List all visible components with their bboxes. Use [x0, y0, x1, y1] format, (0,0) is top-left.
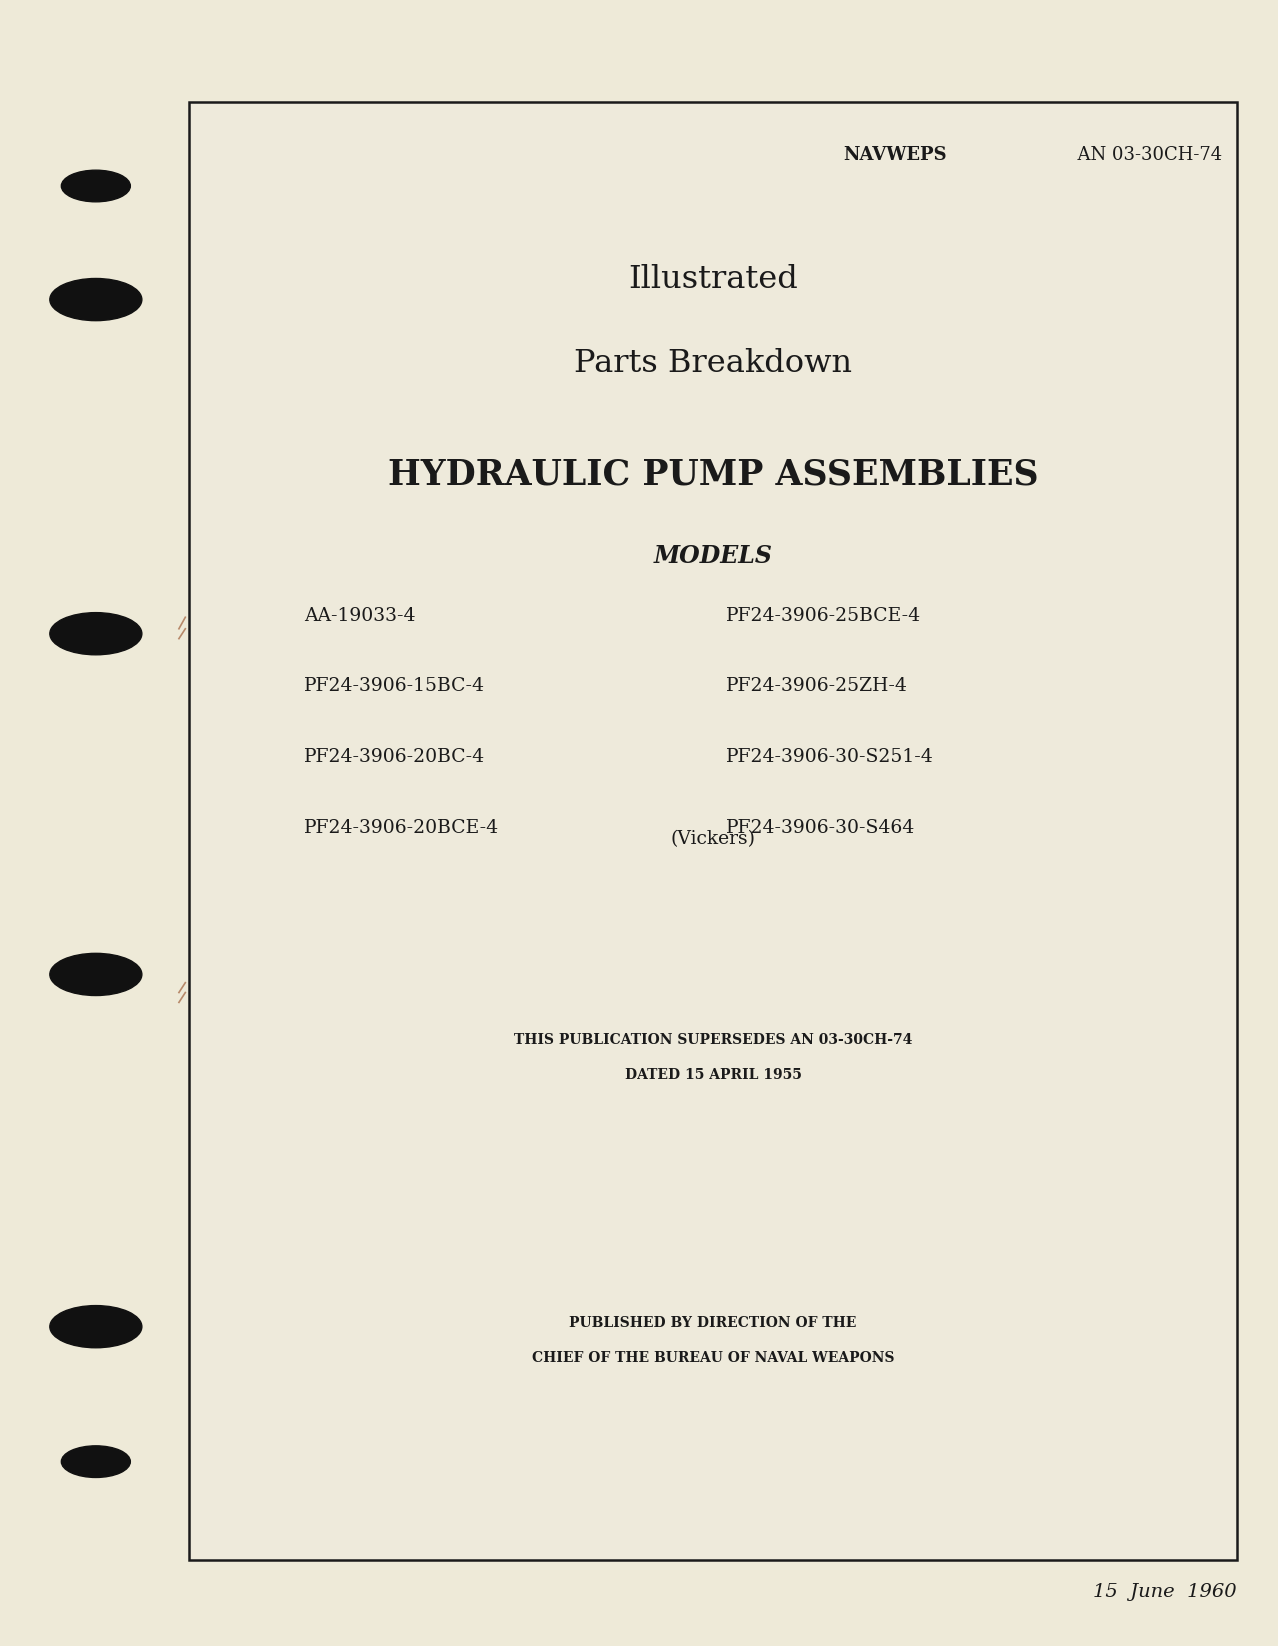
Text: PF24-3906-25ZH-4: PF24-3906-25ZH-4: [726, 678, 907, 695]
Text: PF24-3906-20BC-4: PF24-3906-20BC-4: [304, 749, 486, 765]
Ellipse shape: [61, 170, 130, 202]
Text: Parts Breakdown: Parts Breakdown: [574, 349, 852, 379]
Text: DATED 15 APRIL 1955: DATED 15 APRIL 1955: [625, 1068, 801, 1081]
Ellipse shape: [61, 1445, 130, 1478]
Text: NAVWEPS: NAVWEPS: [843, 146, 947, 163]
Text: MODELS: MODELS: [653, 545, 773, 568]
Ellipse shape: [50, 278, 142, 321]
Text: HYDRAULIC PUMP ASSEMBLIES: HYDRAULIC PUMP ASSEMBLIES: [387, 458, 1039, 491]
Text: PF24-3906-30-S251-4: PF24-3906-30-S251-4: [726, 749, 934, 765]
Bar: [189, 102, 1237, 1560]
Text: PF24-3906-15BC-4: PF24-3906-15BC-4: [304, 678, 486, 695]
Text: PF24-3906-20BCE-4: PF24-3906-20BCE-4: [304, 820, 500, 836]
Ellipse shape: [50, 953, 142, 996]
Ellipse shape: [50, 1305, 142, 1348]
Text: PF24-3906-25BCE-4: PF24-3906-25BCE-4: [726, 607, 921, 624]
Text: PUBLISHED BY DIRECTION OF THE: PUBLISHED BY DIRECTION OF THE: [570, 1317, 856, 1330]
Text: CHIEF OF THE BUREAU OF NAVAL WEAPONS: CHIEF OF THE BUREAU OF NAVAL WEAPONS: [532, 1351, 895, 1365]
Text: Illustrated: Illustrated: [629, 265, 797, 295]
Text: 15  June  1960: 15 June 1960: [1094, 1583, 1237, 1600]
Text: PF24-3906-30-S464: PF24-3906-30-S464: [726, 820, 915, 836]
Ellipse shape: [50, 612, 142, 655]
Text: AN 03-30CH-74: AN 03-30CH-74: [1066, 146, 1222, 163]
Text: THIS PUBLICATION SUPERSEDES AN 03-30CH-74: THIS PUBLICATION SUPERSEDES AN 03-30CH-7…: [514, 1034, 912, 1047]
Text: AA-19033-4: AA-19033-4: [304, 607, 415, 624]
Text: (Vickers): (Vickers): [671, 831, 755, 848]
